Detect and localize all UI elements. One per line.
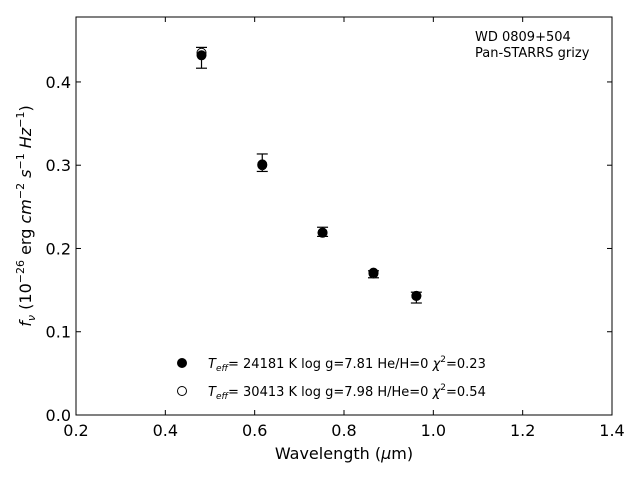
y-tick-label: 0.0 <box>46 406 71 425</box>
annotation-line-1: WD 0809+504 <box>475 30 571 45</box>
y-axis-label: fν (10−26 erg cm−2 s−1 Hz−1) <box>14 105 38 326</box>
x-tick-label: 0.4 <box>153 421 178 440</box>
data-point-filled <box>257 159 268 170</box>
x-tick-label: 1.4 <box>599 421 624 440</box>
x-tick-label: 1.0 <box>421 421 446 440</box>
y-tick-label: 0.3 <box>46 156 71 175</box>
annotation-line-2: Pan-STARRS grizy <box>475 46 590 61</box>
data-point-filled <box>317 227 328 238</box>
legend-marker-filled <box>177 358 187 368</box>
data-point-filled <box>368 267 379 278</box>
legend: Teff= 24181 K log g=7.81 He/H=0 χ2=0.23 … <box>177 355 486 402</box>
x-tick-label: 0.8 <box>331 421 356 440</box>
x-tick-label: 0.6 <box>242 421 267 440</box>
y-tick-label: 0.4 <box>46 73 71 92</box>
data-point-filled <box>196 50 207 61</box>
x-axis-label: Wavelength (μm) <box>275 444 413 463</box>
y-tick-label: 0.1 <box>46 323 71 342</box>
legend-entry-2: Teff= 30413 K log g=7.98 H/He=0 χ2=0.54 <box>208 383 486 402</box>
plot-frame <box>75 16 613 416</box>
data-point-filled <box>411 290 422 301</box>
legend-marker-open <box>177 386 187 396</box>
y-tick-label: 0.2 <box>46 239 71 258</box>
x-tick-label: 1.2 <box>510 421 535 440</box>
legend-entry-1: Teff= 24181 K log g=7.81 He/H=0 χ2=0.23 <box>208 355 486 374</box>
x-tick-label: 0.2 <box>63 421 88 440</box>
